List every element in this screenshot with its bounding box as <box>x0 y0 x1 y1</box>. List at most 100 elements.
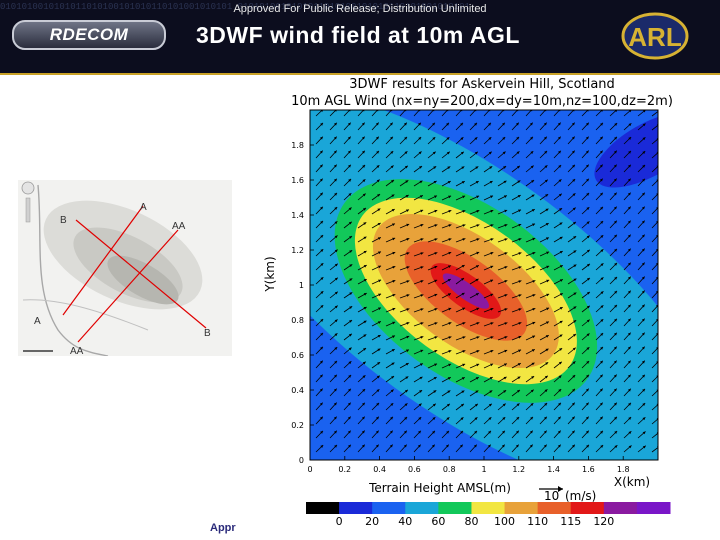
wind-vector-head <box>377 335 381 338</box>
wind-vector-head <box>432 151 436 155</box>
wind-vector-head <box>446 137 450 141</box>
wind-vector-head <box>434 238 438 241</box>
wind-vector-head <box>349 278 353 282</box>
wind-vector-head <box>347 136 351 140</box>
wind-vector-head <box>518 294 522 297</box>
wind-vector-head <box>600 277 604 281</box>
wind-vector-head <box>391 223 395 227</box>
wind-vector <box>553 110 561 117</box>
wind-vector-head <box>461 390 465 394</box>
wind-vector-head <box>431 444 435 448</box>
wind-vector-head <box>476 322 480 325</box>
wind-vector-head <box>434 279 438 283</box>
wind-vector-head <box>406 335 410 339</box>
wind-vector-head <box>543 430 547 434</box>
wind-vector-head <box>571 402 575 406</box>
wind-vector-head <box>348 374 352 378</box>
wind-vector-head <box>586 178 589 182</box>
wind-vector-head <box>571 444 575 448</box>
wind-vector-head <box>490 209 494 213</box>
wind-vector-head <box>376 389 380 393</box>
wind-vector-head <box>546 293 550 297</box>
zoom-control-icon[interactable] <box>21 181 35 195</box>
wind-vector-head <box>557 136 561 140</box>
wind-vector-head <box>530 389 534 393</box>
wind-vector <box>427 110 435 117</box>
wind-vector-head <box>518 280 522 283</box>
wind-vector-head <box>363 334 367 338</box>
wind-vector-head <box>614 318 617 322</box>
wind-vector-head <box>518 223 522 227</box>
wind-vector-head <box>361 444 365 448</box>
y-axis-label: Y(km) <box>263 256 277 292</box>
wind-vector-head <box>320 277 324 281</box>
wind-vector-head <box>334 347 338 350</box>
wind-vector-head <box>405 363 409 366</box>
wind-vector-head <box>476 195 480 199</box>
wind-vector-head <box>432 403 436 407</box>
wind-vector-head <box>433 180 437 184</box>
terrain-heatmap <box>310 110 658 460</box>
wind-vector-head <box>573 292 577 296</box>
wind-vector-head <box>488 417 492 421</box>
wind-vector-head <box>532 307 536 311</box>
wind-vector-head <box>404 151 408 155</box>
wind-vector-head <box>599 150 603 154</box>
wind-vector-head <box>348 193 352 197</box>
wind-vector-head <box>320 220 324 224</box>
wind-vector-head <box>334 263 338 267</box>
wind-vector <box>651 152 658 159</box>
wind-vector <box>413 110 420 117</box>
wind-vector-head <box>530 136 533 140</box>
wind-vector-head <box>432 430 435 434</box>
wind-vector-head <box>518 322 522 325</box>
wind-vector-head <box>475 390 479 394</box>
wind-vector-head <box>320 291 324 295</box>
wind-vector-head <box>462 307 466 311</box>
wind-vector-head <box>448 307 452 311</box>
wind-vector-head <box>518 266 522 269</box>
wind-vector-head <box>391 349 395 352</box>
wind-vector-head <box>600 235 604 238</box>
wind-vector-head <box>515 122 519 126</box>
wind-vector-head <box>319 192 323 196</box>
wind-vector-head <box>418 122 421 126</box>
release-notice: Approved For Public Release; Distributio… <box>233 3 487 15</box>
wind-vector-head <box>504 209 508 213</box>
wind-vector-head <box>434 209 438 213</box>
wind-field-chart: 3DWF results for Askervein Hill, Scotlan… <box>263 77 673 528</box>
wind-vector-head <box>448 251 452 255</box>
wind-vector-head <box>475 278 479 282</box>
wind-vector-head <box>462 195 466 199</box>
wind-vector-head <box>504 252 508 255</box>
zoom-slider[interactable] <box>25 197 31 223</box>
wind-vector-head <box>447 377 451 380</box>
wind-vector-head <box>446 122 449 126</box>
wind-vector-head <box>389 122 393 126</box>
wind-vector-head <box>488 430 491 434</box>
wind-vector-head <box>334 207 338 210</box>
wind-vector-head <box>348 361 352 365</box>
wind-vector-head <box>334 192 338 196</box>
wind-vector-head <box>571 416 575 420</box>
wind-vector-head <box>490 349 494 353</box>
wind-vector-head <box>614 248 617 252</box>
wind-vector-head <box>586 374 589 378</box>
wind-vector-head <box>641 206 645 210</box>
wind-vector-head <box>392 293 396 297</box>
wind-vector-head <box>641 304 645 308</box>
wind-vector-head <box>334 444 338 448</box>
wind-vector-head <box>461 377 465 380</box>
wind-vector-head <box>334 221 338 225</box>
wind-vector-head <box>420 349 424 353</box>
y-tick-label: 1.4 <box>291 211 304 220</box>
wind-vector-head <box>476 251 480 255</box>
wind-vector-head <box>406 294 410 297</box>
wind-vector-head <box>613 164 617 168</box>
wind-vector-head <box>334 319 338 323</box>
wind-vector <box>651 389 658 397</box>
wind-vector-head <box>447 293 451 296</box>
colorbar-tick-label: 110 <box>527 515 548 528</box>
wind-vector-head <box>333 136 337 140</box>
wind-vector-head <box>392 321 396 325</box>
